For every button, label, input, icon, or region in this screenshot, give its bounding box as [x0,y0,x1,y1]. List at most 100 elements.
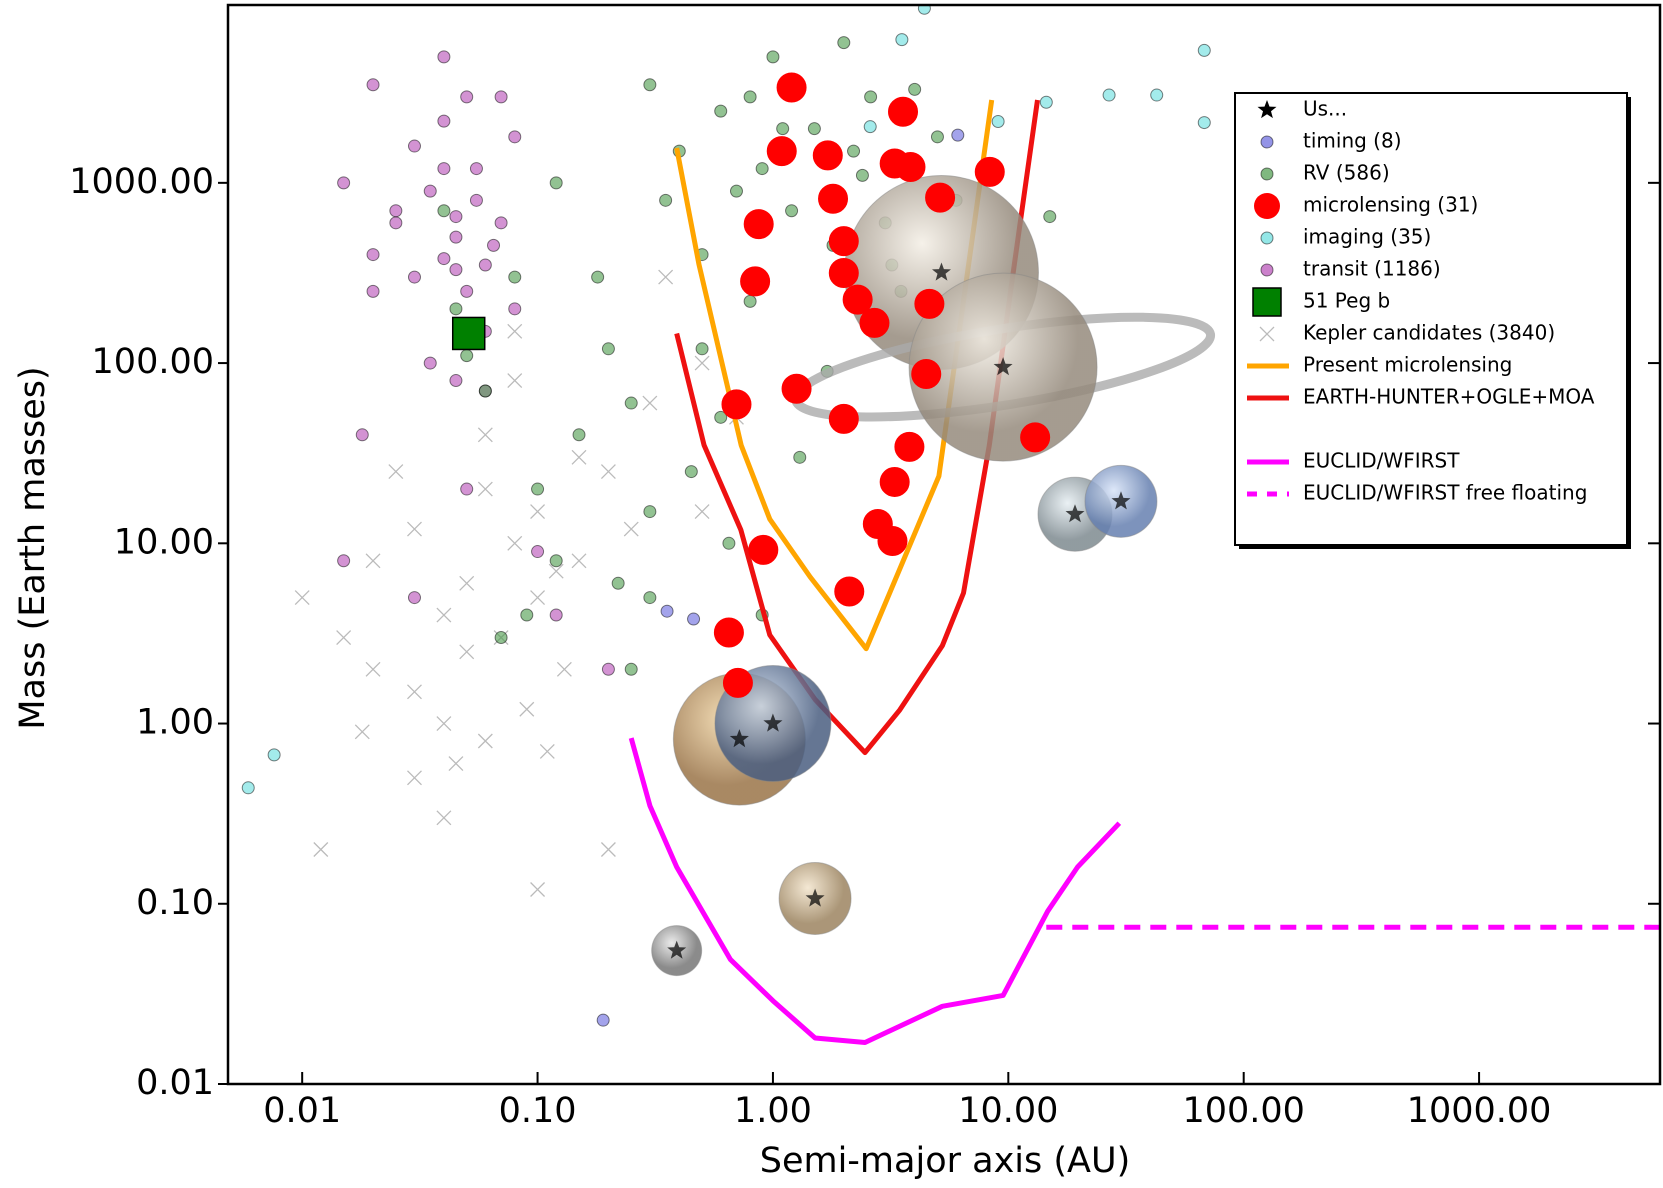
point [520,608,534,622]
legend-label: microlensing (31) [1303,193,1478,217]
point [643,591,657,605]
legend-label: Present microlensing [1303,353,1512,377]
point [766,136,797,167]
point [508,130,522,144]
point [818,183,849,214]
point [436,607,452,623]
point [766,50,780,64]
point [508,302,522,316]
y-axis-label: Mass (Earth masses) [13,366,53,729]
point [658,269,674,285]
point [864,90,878,104]
point [436,716,452,731]
point [828,226,859,257]
legend-label: RV (586) [1303,161,1390,185]
point [365,553,381,569]
point [423,184,437,198]
legend-marker [1254,193,1280,219]
point [507,535,523,551]
point [539,743,555,759]
point [519,701,535,717]
point [549,554,563,568]
point [895,151,926,182]
point [449,374,463,388]
x-axis-label: Semi-major axis (AU) [760,1141,1131,1181]
point [508,270,522,284]
point [743,209,774,240]
point [932,262,951,281]
point [740,266,771,297]
x-tick-label: 0.01 [263,1091,341,1131]
point [722,667,753,698]
legend-label: Kepler candidates (3840) [1303,321,1555,345]
point [842,284,873,315]
point [805,888,825,907]
point [1197,43,1211,57]
point [460,349,474,363]
y-tick-label: 0.01 [136,1063,214,1103]
point [389,204,403,218]
x-tick-label: 1000.00 [1407,1091,1552,1131]
point [694,355,710,371]
point [469,162,483,176]
point [407,521,422,537]
point [911,358,942,389]
point [477,733,493,749]
point [407,684,422,700]
point [601,662,615,676]
point [855,168,869,182]
point [624,396,638,410]
legend-box [1234,92,1628,546]
point [888,96,919,127]
point [437,114,451,128]
point [423,356,437,370]
point [355,428,369,442]
point [1150,88,1164,102]
point [828,258,859,289]
point [571,449,587,465]
point [365,661,381,677]
legend-marker [1259,326,1275,342]
point [729,184,743,198]
point [407,139,421,153]
x-tick-label: 0.10 [499,1091,577,1131]
legend-label: timing (8) [1303,129,1402,153]
legend-label: Us... [1303,97,1347,121]
point [743,294,757,308]
point [477,481,493,497]
point [459,644,475,660]
legend-marker [1257,100,1277,119]
legend-marker [1260,135,1274,149]
point [571,553,587,569]
legend-label: EUCLID/WFIRST free floating [1303,481,1587,505]
point [366,78,380,92]
point [991,114,1005,128]
point [337,554,351,568]
point [763,713,783,732]
point [437,204,451,218]
point [776,72,807,103]
point [925,182,956,213]
point [785,204,799,218]
point [460,284,474,298]
point [530,882,546,897]
point [451,316,486,351]
point [807,122,821,136]
point [460,482,474,496]
point [572,428,586,442]
point [366,248,380,262]
point [460,90,474,104]
point [713,617,744,648]
point [847,144,861,158]
point [1020,422,1051,453]
point [449,210,463,224]
point [478,258,492,272]
legend-label: transit (1186) [1303,257,1441,281]
legend-marker [1260,263,1274,277]
point [930,130,944,144]
point [1065,504,1085,523]
point [407,770,422,786]
point [695,342,709,356]
point [478,384,492,398]
point [437,162,451,176]
